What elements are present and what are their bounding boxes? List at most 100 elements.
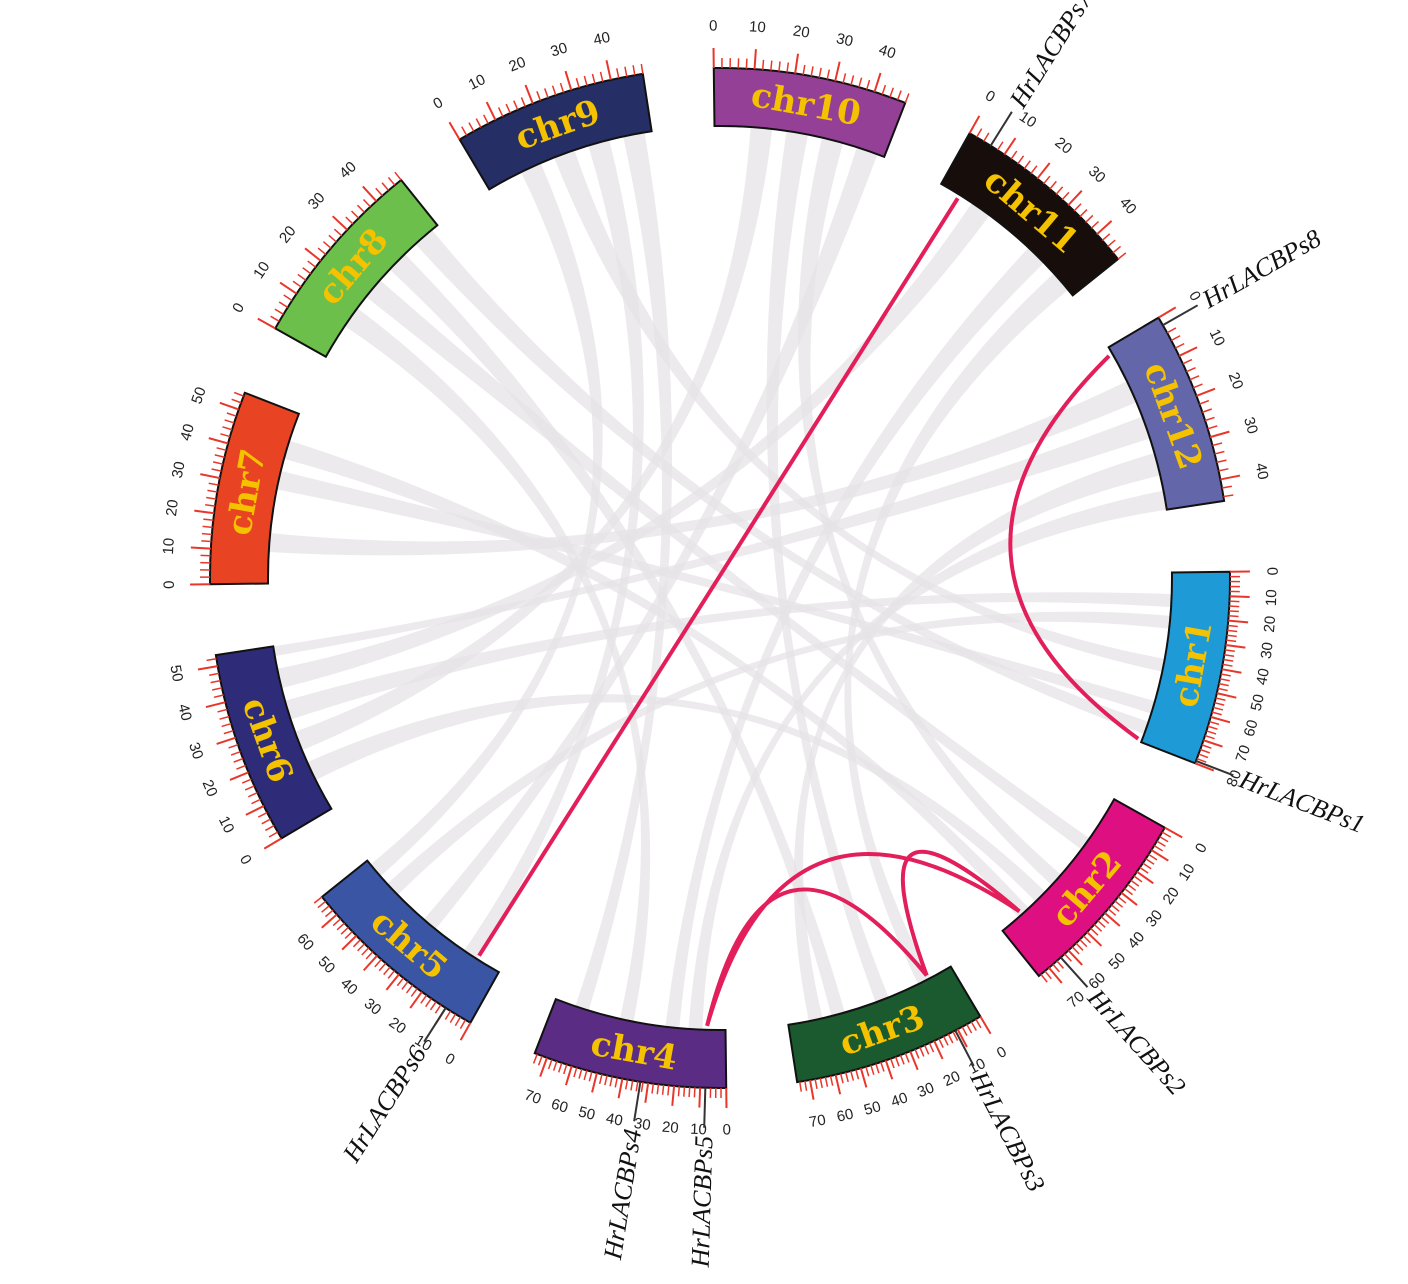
axis-tick (583, 1070, 588, 1081)
background-link (273, 416, 1150, 657)
background-link (344, 308, 651, 1022)
tick-label: 0 (1192, 840, 1211, 856)
axis-tick (1178, 346, 1198, 357)
axis-tick (1218, 468, 1229, 472)
axis-tick (362, 185, 378, 202)
axis-tick (357, 943, 366, 952)
axis-tick (956, 1028, 968, 1048)
axis-tick (317, 900, 327, 909)
axis-tick (241, 778, 252, 784)
axis-tick (1204, 734, 1215, 740)
axis-tick (1067, 949, 1083, 966)
axis-tick (575, 78, 580, 89)
axis-tick (1100, 916, 1110, 924)
axis-tick (332, 918, 342, 927)
axis-tick (532, 1053, 538, 1064)
axis-tick (219, 401, 239, 411)
axis-tick (197, 665, 218, 671)
axis-tick (1222, 663, 1233, 667)
axis-tick (1204, 416, 1215, 422)
gene-link (705, 887, 929, 1027)
axis-tick (321, 913, 338, 929)
axis-tick (1096, 220, 1113, 236)
axis-tick (865, 1066, 870, 1077)
axis-tick (598, 1073, 603, 1085)
axis-tick (405, 984, 414, 994)
axis-tick (209, 672, 220, 676)
axis-tick (1117, 252, 1127, 260)
tick-label: 50 (577, 1103, 597, 1124)
axis-tick (810, 66, 814, 77)
tick-label: 20 (163, 499, 182, 518)
axis-tick (208, 482, 219, 486)
axis-tick (410, 987, 418, 997)
axis-tick (557, 1062, 563, 1073)
tick-label: 30 (169, 460, 189, 480)
axis-tick (677, 1086, 681, 1097)
tick-label: 30 (1085, 163, 1109, 187)
axis-tick (855, 1069, 860, 1080)
tick-label: 40 (336, 158, 360, 182)
axis-tick (1079, 938, 1088, 948)
tick-label: 0 (709, 17, 718, 34)
axis-tick (588, 1071, 593, 1082)
axis-tick (1153, 844, 1164, 852)
axis-tick (449, 1013, 457, 1023)
axis-tick (698, 1087, 702, 1108)
gene-label: HrLACBPs4 (598, 1127, 647, 1262)
tick-label: 10 (466, 71, 488, 94)
axis-tick (1079, 209, 1088, 218)
axis-tick (228, 743, 239, 749)
axis-tick (859, 1067, 868, 1088)
axis-tick (1216, 459, 1227, 464)
axis-tick (745, 58, 748, 69)
axis-tick (875, 1063, 880, 1074)
axis-tick (317, 247, 327, 255)
axis-tick (889, 87, 895, 98)
axis-tick (798, 1081, 803, 1092)
axis-tick (1224, 653, 1235, 657)
axis-tick (361, 947, 370, 956)
axis-tick (753, 49, 757, 70)
axis-tick (968, 115, 981, 134)
axis-tick (1093, 923, 1103, 932)
tick-label: 20 (1225, 370, 1247, 392)
axis-tick (1220, 673, 1231, 677)
axis-tick (870, 1064, 875, 1075)
background-link (423, 147, 878, 930)
axis-tick (809, 1079, 815, 1100)
axis-tick (778, 61, 781, 72)
axis-tick (270, 315, 280, 322)
axis-tick (1209, 720, 1220, 726)
axis-tick (344, 930, 353, 939)
axis-tick (671, 1085, 676, 1106)
axis-tick (578, 1068, 583, 1079)
gene-link (705, 852, 1021, 1027)
axis-tick (850, 1070, 855, 1081)
axis-tick (896, 90, 902, 101)
axis-tick (208, 437, 229, 445)
axis-tick (1085, 214, 1094, 223)
axis-tick (1148, 853, 1158, 861)
axis-tick (1196, 387, 1216, 397)
axis-tick (219, 715, 230, 720)
tick-label: 50 (315, 953, 339, 977)
axis-tick (230, 750, 241, 756)
tick-label: 60 (549, 1096, 570, 1117)
axis-tick (324, 909, 334, 918)
axis-tick (203, 518, 214, 522)
axis-tick (1214, 450, 1225, 455)
axis-tick (952, 1031, 959, 1041)
tick-label: 0 (1263, 567, 1280, 576)
axis-tick (222, 426, 233, 431)
axis-tick (279, 281, 298, 295)
axis-tick (381, 182, 390, 191)
axis-tick (1217, 687, 1228, 692)
gene-marker (633, 1081, 642, 1122)
chromosome-block-chr9 (458, 72, 653, 191)
axis-tick (979, 1016, 992, 1035)
axis-tick (263, 837, 282, 850)
axis-tick (1216, 692, 1237, 699)
axis-tick (1048, 967, 1063, 984)
tick-label: 70 (1233, 743, 1254, 764)
